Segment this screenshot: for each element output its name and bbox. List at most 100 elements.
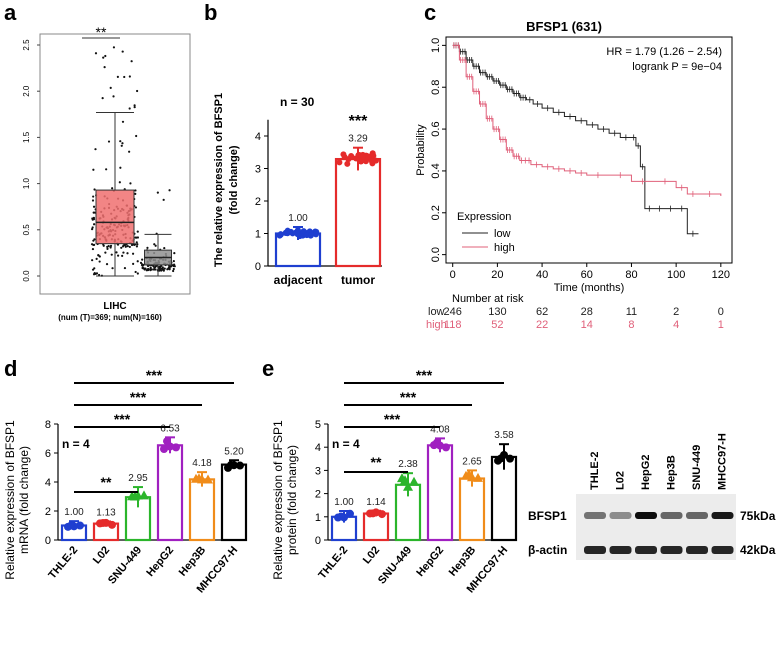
a-point	[95, 257, 98, 260]
a-point	[109, 246, 112, 249]
a-point	[97, 254, 100, 257]
a-point	[136, 260, 139, 263]
e-datapoint	[378, 510, 386, 519]
blot-band-β-actin	[686, 546, 708, 554]
c-risk-value-low: 28	[581, 306, 593, 318]
a-point	[92, 239, 95, 242]
b-value-label: 3.29	[348, 134, 368, 145]
a-point	[146, 246, 149, 249]
blot-lane-label: Hep3B	[666, 455, 678, 490]
a-point	[124, 243, 127, 246]
a-point	[107, 245, 110, 248]
a-point	[153, 243, 156, 246]
c-ytick-label: 0.4	[430, 163, 442, 178]
a-point	[123, 75, 126, 79]
a-point	[120, 144, 123, 147]
e-value-label: 4.08	[430, 424, 450, 435]
a-point	[105, 168, 108, 171]
panel-a-frame	[39, 33, 191, 295]
d-datapoint	[227, 460, 235, 469]
a-point	[107, 140, 111, 143]
a-point	[166, 268, 169, 271]
e-datapoint	[433, 438, 441, 447]
e-value-label: 1.00	[334, 497, 354, 508]
panel-c-frame	[445, 36, 733, 264]
a-ytick-label: 2.5	[22, 39, 31, 51]
e-datapoint	[403, 481, 413, 491]
a-point	[119, 140, 122, 143]
a-point	[156, 191, 159, 194]
a-point	[168, 189, 171, 192]
e-datapoint	[442, 443, 450, 452]
a-point	[120, 246, 123, 249]
a-point	[172, 267, 175, 271]
a-point	[139, 261, 143, 265]
c-xtick-label: 20	[491, 269, 503, 281]
d-datapoint	[76, 521, 84, 530]
a-point	[141, 266, 144, 269]
panel-c-risk-header: Number at risk	[452, 293, 524, 305]
a-point	[134, 206, 138, 209]
a-ytick-label: 0.0	[22, 270, 31, 282]
c-xtick-label: 40	[536, 269, 548, 281]
panel-c-logrank: logrank P = 9e−04	[632, 61, 722, 73]
c-risk-value-high: 1	[718, 319, 724, 331]
b-value-label: 1.00	[288, 213, 308, 224]
a-point	[172, 259, 175, 263]
panel-e-ylabel-2: protein (fold change)	[285, 445, 299, 555]
d-bar-Hep3B	[188, 478, 216, 542]
a-point	[92, 195, 95, 198]
a-point	[134, 243, 137, 246]
c-ytick-label: 0.2	[430, 205, 442, 220]
a-point	[159, 268, 162, 271]
d-ytick-label: 0	[45, 535, 51, 547]
a-point	[163, 267, 166, 270]
a-point	[91, 259, 94, 262]
a-point	[135, 134, 138, 138]
b-datapoint	[344, 160, 351, 167]
d-category-label: L02	[91, 544, 112, 566]
e-category-label: Hep3B	[447, 544, 479, 578]
blot-lane-label: THLE-2	[589, 452, 601, 491]
a-point	[110, 253, 113, 256]
panel-a-xsublabel: (num (T)=369; num(N)=160)	[58, 313, 162, 322]
blot-band-β-actin	[711, 546, 734, 554]
e-sig-label: ***	[384, 411, 401, 427]
e-value-label: 3.58	[494, 430, 514, 441]
c-risk-value-low: 62	[536, 306, 548, 318]
a-point	[141, 258, 144, 261]
panel-label-c: c	[424, 0, 436, 25]
d-bar-HepG2	[156, 444, 184, 542]
panel-c-legend-low: low	[494, 228, 511, 240]
a-point	[161, 268, 165, 271]
blot-band-BFSP1	[635, 512, 657, 519]
b-datapoint	[372, 157, 379, 164]
a-point	[136, 230, 139, 233]
panel-b-barchart: The relative expression of BFSP1 (fold c…	[213, 93, 382, 287]
panel-d-ylabel-1: Relative expression of BFSP1	[3, 420, 17, 580]
a-point	[123, 266, 127, 270]
e-ytick-label: 5	[315, 419, 321, 431]
panel-label-a: a	[4, 0, 17, 25]
panel-a-boxplot: LIHC (num (T)=369; num(N)=160) 0.0 0.5 1.0…	[22, 24, 191, 322]
d-category-label: HepG2	[144, 544, 176, 579]
blot-band-BFSP1	[660, 512, 683, 519]
a-point	[126, 252, 129, 255]
e-value-label: 2.65	[462, 456, 482, 467]
d-value-label: 1.13	[96, 507, 116, 518]
d-datapoint	[67, 521, 75, 530]
b-datapoint	[370, 152, 377, 159]
e-bar-Hep3B	[458, 477, 486, 542]
a-point	[135, 245, 139, 248]
a-point	[122, 251, 125, 254]
a-point	[145, 269, 148, 272]
a-point	[93, 272, 96, 275]
a-point	[130, 60, 133, 63]
a-point	[149, 268, 152, 271]
a-point	[102, 56, 105, 59]
c-risk-value-low: 2	[673, 306, 679, 318]
western-blot: BFSP1 β-actin 75kDa 42kDa THLE-2 L02 HepG2…	[528, 433, 776, 560]
a-point	[92, 223, 96, 226]
b-datapoint	[307, 232, 314, 239]
a-point	[92, 205, 96, 208]
